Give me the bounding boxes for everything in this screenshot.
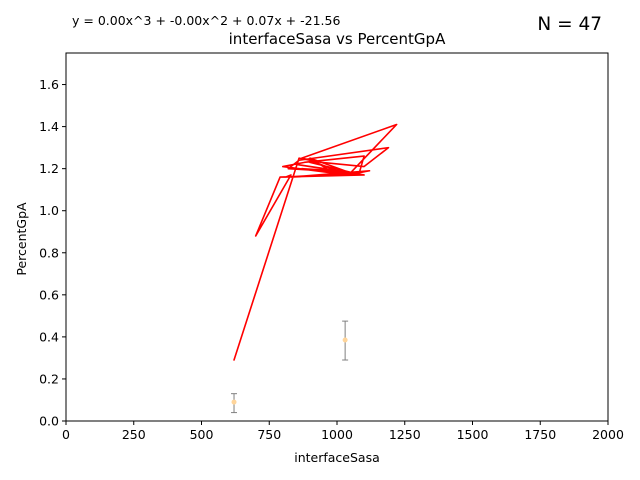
y-tick-label: 0.2 bbox=[39, 371, 59, 386]
plot-area: 0 250 500 750 1000 1250 1500 1750 2000 0.0 0.2 0.4… bbox=[39, 52, 624, 442]
data-point-marker bbox=[231, 399, 237, 405]
y-tick-label: 0.8 bbox=[39, 245, 59, 260]
x-axis-label: interfaceSasa bbox=[294, 450, 380, 465]
series-line bbox=[233, 123, 398, 361]
errorbar-layer bbox=[231, 320, 349, 414]
x-axis-ticks: 0 250 500 750 1000 1250 1500 1750 2000 bbox=[62, 421, 624, 442]
equation-label: y = 0.00x^3 + -0.00x^2 + 0.07x + -21.56 bbox=[72, 13, 340, 28]
y-tick-label: 1.2 bbox=[39, 161, 59, 176]
y-tick-label: 0.0 bbox=[39, 414, 59, 429]
y-axis-ticks: 0.0 0.2 0.4 0.6 0.8 1.0 1.2 1.4 1.6 bbox=[39, 77, 66, 429]
y-axis-label: PercentGpA bbox=[14, 202, 29, 276]
x-tick-label: 1500 bbox=[457, 427, 489, 442]
x-tick-label: 1250 bbox=[389, 427, 421, 442]
x-tick-label: 1000 bbox=[321, 427, 353, 442]
y-tick-label: 0.4 bbox=[39, 329, 59, 344]
x-tick-label: 750 bbox=[257, 427, 281, 442]
x-tick-label: 1750 bbox=[524, 427, 556, 442]
x-tick-label: 2000 bbox=[592, 427, 624, 442]
y-tick-label: 0.6 bbox=[39, 287, 59, 302]
y-tick-label: 1.0 bbox=[39, 203, 59, 218]
sample-count-label: N = 47 bbox=[537, 14, 602, 35]
chart-title: interfaceSasa vs PercentGpA bbox=[229, 30, 446, 48]
series-layer bbox=[233, 123, 398, 361]
x-tick-label: 0 bbox=[62, 427, 70, 442]
x-tick-label: 500 bbox=[190, 427, 214, 442]
x-tick-label: 250 bbox=[122, 427, 146, 442]
y-tick-label: 1.4 bbox=[39, 119, 59, 134]
y-tick-label: 1.6 bbox=[39, 77, 59, 92]
data-point-marker bbox=[342, 337, 348, 343]
